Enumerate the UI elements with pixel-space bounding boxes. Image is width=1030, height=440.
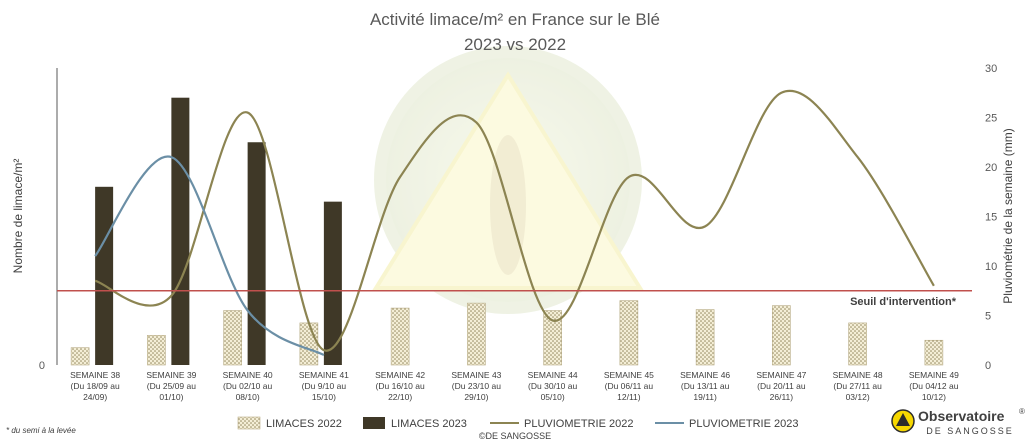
- category-label: 03/12): [846, 392, 870, 402]
- category-label: (Du 02/10 au: [223, 381, 272, 391]
- chart-subtitle: 2023 vs 2022: [464, 35, 566, 54]
- category-label: 05/10): [541, 392, 565, 402]
- category-label: SEMAINE 41: [299, 370, 349, 380]
- watermark-icon: [372, 46, 644, 314]
- category-label: (Du 06/11 au: [605, 381, 654, 391]
- legend-label-pluvio-2022: PLUVIOMETRIE 2022: [524, 418, 633, 430]
- category-label: 29/10): [464, 392, 488, 402]
- bar-limaces-2022: [619, 300, 639, 366]
- category-label: 22/10): [388, 392, 412, 402]
- category-label: (Du 30/10 au: [528, 381, 577, 391]
- category-label: (Du 25/09 au: [147, 381, 196, 391]
- category-label: (Du 16/10 au: [376, 381, 425, 391]
- category-label: (Du 18/09 au: [71, 381, 120, 391]
- category-label: 01/10): [159, 392, 183, 402]
- category-label: SEMAINE 46: [680, 370, 730, 380]
- y-right-tick: 0: [985, 360, 991, 372]
- bar-limaces-2022: [223, 310, 242, 366]
- category-label: (Du 9/10 au: [302, 381, 347, 391]
- bar-limaces-2022: [848, 322, 867, 366]
- bar-limaces-2022: [147, 334, 166, 366]
- footnote: * du semi à la levée: [6, 426, 76, 435]
- category-label: SEMAINE 39: [146, 370, 196, 380]
- legend-swatch-limaces-2023: [363, 417, 385, 429]
- legend-swatch-limaces-2022: [237, 416, 261, 430]
- category-label: (Du 04/12 au: [909, 381, 958, 391]
- category-label: (Du 20/11 au: [757, 381, 806, 391]
- logo-registered: ®: [1019, 407, 1025, 416]
- bar-limaces-2023: [323, 201, 342, 365]
- legend-label-limaces-2022: LIMACES 2022: [266, 418, 342, 430]
- y-axis-right-label: Pluviométrie de la semaine (mm): [1001, 128, 1015, 303]
- y-right-tick: 5: [985, 311, 991, 323]
- y-right-tick: 30: [985, 63, 997, 75]
- legend-label-pluvio-2023: PLUVIOMETRIE 2023: [689, 418, 798, 430]
- bar-limaces-2023: [95, 186, 114, 365]
- category-label: SEMAINE 49: [909, 370, 959, 380]
- legend: LIMACES 2022 LIMACES 2023 PLUVIOMETRIE 2…: [237, 416, 798, 430]
- category-label: 19/11): [693, 392, 717, 402]
- category-label: SEMAINE 45: [604, 370, 654, 380]
- legend-label-limaces-2023: LIMACES 2023: [391, 418, 467, 430]
- bar-limaces-2022: [924, 339, 944, 366]
- category-label: 10/12): [922, 392, 946, 402]
- line-pluviometrie-2023: [94, 155, 325, 357]
- bar-limaces-2022: [299, 322, 319, 366]
- logo-name: Observatoire: [918, 408, 1005, 424]
- y-left-tick-0: 0: [39, 360, 45, 372]
- bar-limaces-2022: [467, 302, 486, 366]
- category-label: SEMAINE 38: [70, 370, 120, 380]
- category-label: 12/11): [617, 392, 641, 402]
- category-label: SEMAINE 48: [833, 370, 883, 380]
- category-label: SEMAINE 40: [223, 370, 273, 380]
- bar-limaces-2022: [543, 310, 562, 366]
- y-axis-right-ticks: 0 5 10 15 20 25 30: [985, 63, 997, 372]
- threshold-label: Seuil d'intervention*: [850, 296, 957, 308]
- category-label: (Du 13/11 au: [681, 381, 730, 391]
- line-pluviometrie-2022: [94, 89, 935, 352]
- y-right-tick: 25: [985, 113, 997, 125]
- observatoire-logo: Observatoire ® DE SANGOSSE: [891, 407, 1025, 436]
- bar-limaces-2023: [247, 142, 266, 365]
- category-label: SEMAINE 47: [756, 370, 806, 380]
- y-axis-left-label: Nombre de limace/m²: [11, 159, 25, 274]
- category-label: (Du 23/10 au: [452, 381, 501, 391]
- bar-limaces-2023: [171, 97, 190, 365]
- y-right-tick: 10: [985, 261, 997, 273]
- y-right-tick: 15: [985, 212, 997, 224]
- category-label: (Du 27/11 au: [833, 381, 882, 391]
- bar-limaces-2022: [772, 305, 791, 366]
- logo-sub: DE SANGOSSE: [926, 426, 1014, 436]
- bar-limaces-2022: [70, 347, 90, 366]
- category-label: SEMAINE 42: [375, 370, 425, 380]
- category-label: 24/09): [83, 392, 107, 402]
- category-label: 26/11): [770, 392, 794, 402]
- bar-limaces-2022: [390, 307, 410, 366]
- copyright: ©DE SANGOSSE: [479, 431, 551, 440]
- category-label: 15/10): [312, 392, 336, 402]
- chart-title: Activité limace/m² en France sur le Blé: [370, 10, 660, 29]
- bar-limaces-2022: [695, 309, 715, 366]
- category-label: SEMAINE 44: [528, 370, 578, 380]
- category-label: SEMAINE 43: [451, 370, 501, 380]
- y-right-tick: 20: [985, 162, 997, 174]
- rain-lines: [94, 89, 935, 357]
- category-label: 08/10): [236, 392, 260, 402]
